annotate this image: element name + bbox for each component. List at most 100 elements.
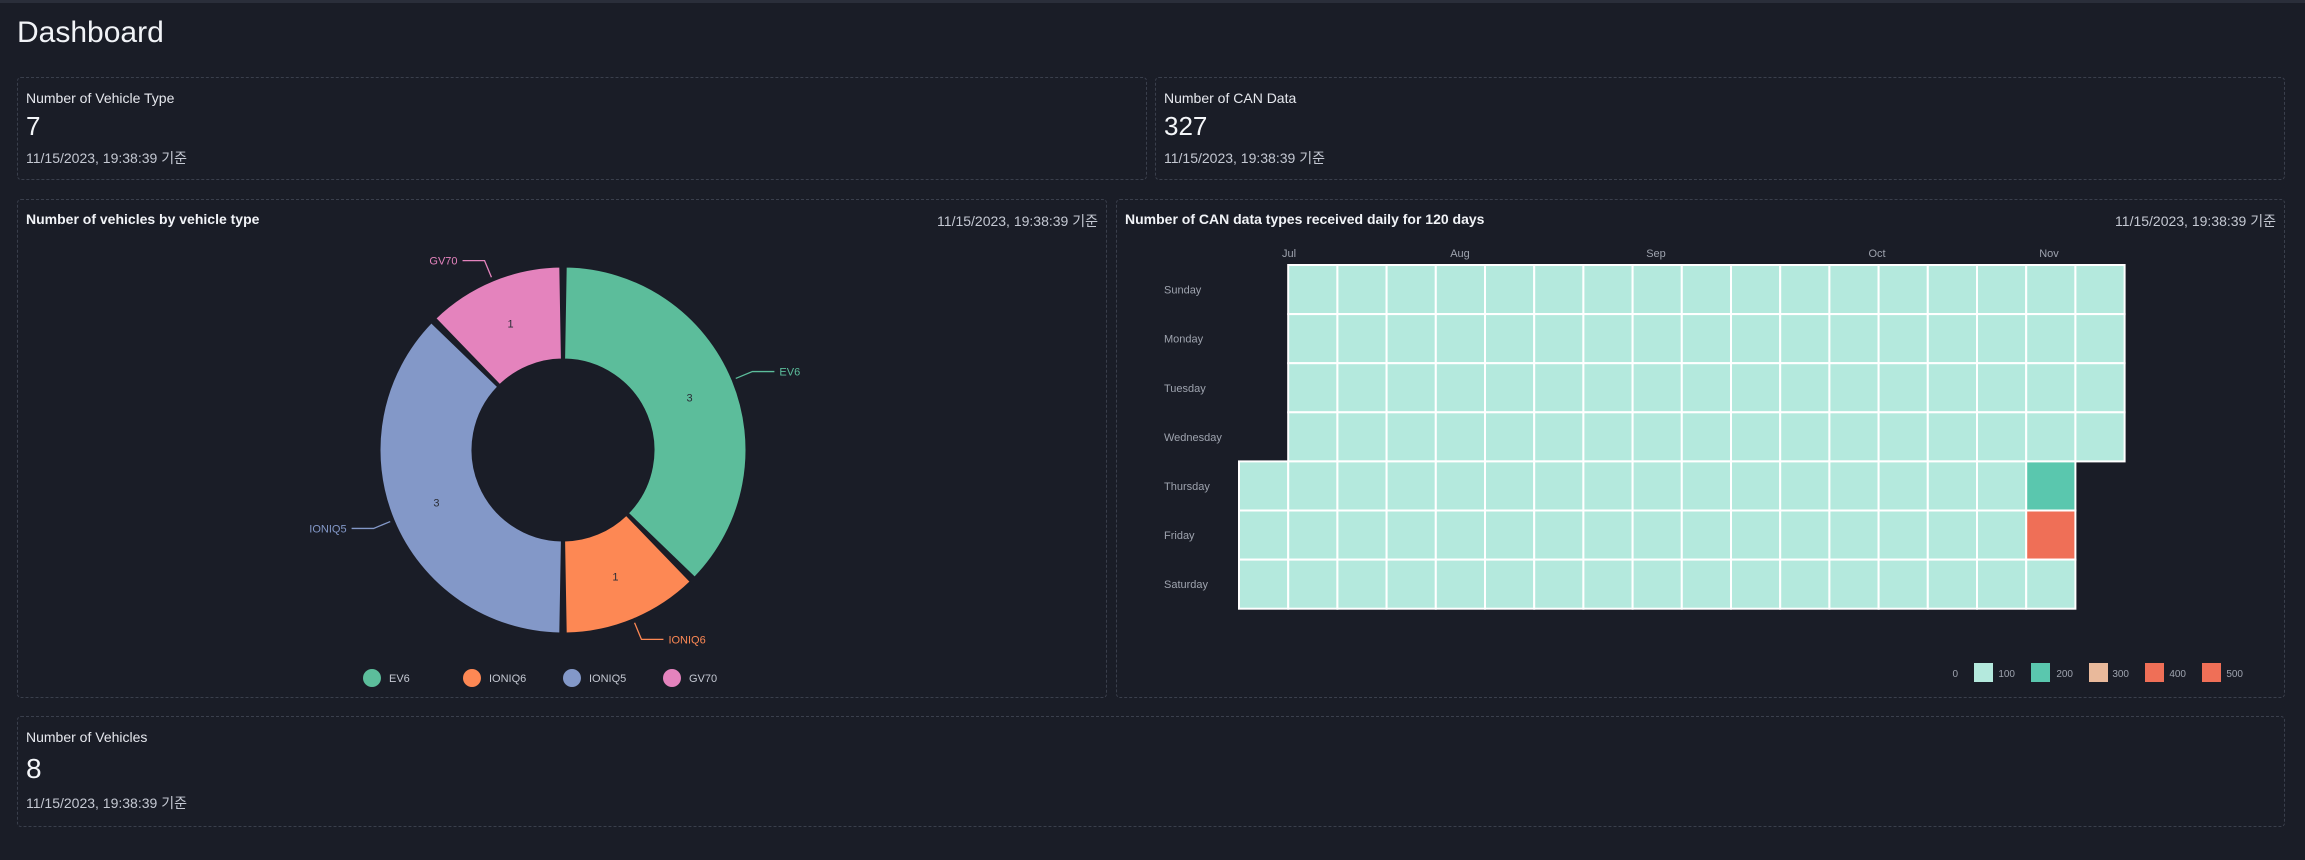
- heatmap-cell[interactable]: [1680, 264, 1732, 316]
- heatmap-cell[interactable]: [1385, 264, 1437, 316]
- heatmap-cell[interactable]: [1779, 313, 1831, 365]
- heatmap-cell[interactable]: [1680, 411, 1732, 463]
- heatmap-cell[interactable]: [1582, 558, 1634, 610]
- heatmap-cell[interactable]: [1779, 460, 1831, 512]
- heatmap-cell[interactable]: [1976, 411, 2028, 463]
- heatmap-cell[interactable]: [2074, 411, 2126, 463]
- heatmap-cell[interactable]: [1631, 411, 1683, 463]
- heatmap-cell[interactable]: [1336, 411, 1388, 463]
- heatmap-cell[interactable]: [1877, 558, 1929, 610]
- heatmap-cell[interactable]: [1877, 264, 1929, 316]
- heatmap-cell[interactable]: [1828, 558, 1880, 610]
- heatmap-cell[interactable]: [1680, 313, 1732, 365]
- donut-slice-ioniq5[interactable]: [379, 322, 562, 634]
- heatmap-cell[interactable]: [1926, 558, 1978, 610]
- heatmap-cell[interactable]: [2074, 362, 2126, 414]
- heatmap-cell[interactable]: [1631, 313, 1683, 365]
- heatmap-cell[interactable]: [1434, 460, 1486, 512]
- heatmap-cell[interactable]: [1336, 313, 1388, 365]
- heatmap-cell[interactable]: [1779, 509, 1831, 561]
- heatmap-cell[interactable]: [2025, 362, 2077, 414]
- heatmap-cell[interactable]: [1238, 509, 1290, 561]
- heatmap-cell[interactable]: [1484, 362, 1536, 414]
- heatmap-cell[interactable]: [1680, 509, 1732, 561]
- heatmap-cell[interactable]: [1385, 509, 1437, 561]
- heatmap-cell[interactable]: [1779, 362, 1831, 414]
- heatmap-cell[interactable]: [1828, 362, 1880, 414]
- heatmap-cell[interactable]: [2025, 411, 2077, 463]
- heatmap-cell[interactable]: [1385, 313, 1437, 365]
- heatmap-cell[interactable]: [1828, 313, 1880, 365]
- heatmap-cell[interactable]: [1385, 411, 1437, 463]
- heatmap-cell[interactable]: [1828, 509, 1880, 561]
- heatmap-cell[interactable]: [2025, 264, 2077, 316]
- heatmap-cell[interactable]: [1336, 509, 1388, 561]
- heatmap-cell[interactable]: [1926, 509, 1978, 561]
- heatmap-cell[interactable]: [1287, 411, 1339, 463]
- heatmap-cell[interactable]: [1877, 313, 1929, 365]
- heatmap-cell[interactable]: [1976, 313, 2028, 365]
- heatmap-cell[interactable]: [1926, 411, 1978, 463]
- heatmap-cell[interactable]: [2025, 313, 2077, 365]
- heatmap-cell[interactable]: [1730, 460, 1782, 512]
- heatmap-cell[interactable]: [1730, 411, 1782, 463]
- heatmap-cell[interactable]: [1385, 460, 1437, 512]
- heatmap-cell[interactable]: [1533, 313, 1585, 365]
- heatmap-cell[interactable]: [1434, 509, 1486, 561]
- heatmap-cell[interactable]: [1926, 362, 1978, 414]
- heatmap-cell[interactable]: [2025, 509, 2077, 561]
- heatmap-cell[interactable]: [1631, 558, 1683, 610]
- heatmap-cell[interactable]: [1680, 362, 1732, 414]
- legend-item-ioniq5[interactable]: IONIQ5: [563, 669, 626, 687]
- heatmap-cell[interactable]: [1976, 558, 2028, 610]
- heatmap-cell[interactable]: [1976, 362, 2028, 414]
- heatmap-cell[interactable]: [1877, 509, 1929, 561]
- heatmap-cell[interactable]: [2074, 313, 2126, 365]
- heatmap-cell[interactable]: [1336, 460, 1388, 512]
- heatmap-cell[interactable]: [1828, 460, 1880, 512]
- heatmap-cell[interactable]: [1730, 313, 1782, 365]
- donut-slice-gv70[interactable]: [435, 266, 562, 386]
- heatmap-cell[interactable]: [1730, 509, 1782, 561]
- heatmap-cell[interactable]: [2025, 460, 2077, 512]
- heatmap-cell[interactable]: [1287, 509, 1339, 561]
- heatmap-cell[interactable]: [1533, 509, 1585, 561]
- heatmap-cell[interactable]: [1484, 264, 1536, 316]
- heatmap-cell[interactable]: [1582, 411, 1634, 463]
- heatmap-cell[interactable]: [1287, 460, 1339, 512]
- heatmap-cell[interactable]: [1877, 362, 1929, 414]
- heatmap-cell[interactable]: [1287, 264, 1339, 316]
- heatmap-cell[interactable]: [1680, 558, 1732, 610]
- heatmap-cell[interactable]: [1877, 411, 1929, 463]
- heatmap-cell[interactable]: [1533, 460, 1585, 512]
- heatmap-cell[interactable]: [1680, 460, 1732, 512]
- heatmap-cell[interactable]: [1976, 509, 2028, 561]
- legend-item-ioniq6[interactable]: IONIQ6: [463, 669, 526, 687]
- heatmap-cell[interactable]: [1533, 362, 1585, 414]
- heatmap-cell[interactable]: [1631, 362, 1683, 414]
- heatmap-cell[interactable]: [1336, 362, 1388, 414]
- heatmap-cell[interactable]: [1926, 313, 1978, 365]
- heatmap-cell[interactable]: [1631, 460, 1683, 512]
- heatmap-cell[interactable]: [1730, 558, 1782, 610]
- heatmap-cell[interactable]: [1238, 558, 1290, 610]
- heatmap-cell[interactable]: [1533, 558, 1585, 610]
- heatmap-cell[interactable]: [1287, 558, 1339, 610]
- donut-slice-ev6[interactable]: [564, 266, 747, 578]
- heatmap-cell[interactable]: [1434, 264, 1486, 316]
- heatmap-cell[interactable]: [1287, 313, 1339, 365]
- legend-item-ev6[interactable]: EV6: [363, 669, 410, 687]
- heatmap-cell[interactable]: [1582, 509, 1634, 561]
- heatmap-cell[interactable]: [1730, 362, 1782, 414]
- heatmap-cell[interactable]: [1631, 264, 1683, 316]
- heatmap-cell[interactable]: [1287, 362, 1339, 414]
- heatmap-cell[interactable]: [1385, 558, 1437, 610]
- heatmap-cell[interactable]: [1533, 264, 1585, 316]
- heatmap-cell[interactable]: [2074, 264, 2126, 316]
- heatmap-cell[interactable]: [1484, 313, 1536, 365]
- heatmap-cell[interactable]: [1779, 264, 1831, 316]
- heatmap-cell[interactable]: [1926, 264, 1978, 316]
- heatmap-cell[interactable]: [1434, 411, 1486, 463]
- heatmap-cell[interactable]: [1434, 313, 1486, 365]
- heatmap-cell[interactable]: [1434, 558, 1486, 610]
